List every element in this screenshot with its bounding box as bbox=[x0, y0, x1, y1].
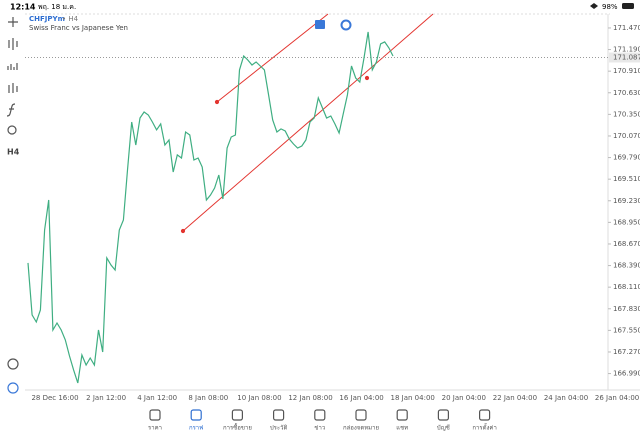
x-tick-label: 4 Jan 12:00 bbox=[137, 394, 177, 402]
tab-label[interactable]: บัญชี bbox=[437, 424, 450, 432]
tab-icon[interactable] bbox=[396, 409, 408, 421]
x-tick-label: 20 Jan 04:00 bbox=[442, 394, 486, 402]
y-tick-label: 167.550 bbox=[613, 326, 640, 334]
tab-label[interactable]: กล่องจดหมาย bbox=[343, 425, 379, 432]
left-toolbar bbox=[6, 17, 19, 394]
tab-icon[interactable] bbox=[149, 409, 161, 421]
tab-icon[interactable] bbox=[314, 409, 326, 421]
indicator-tool[interactable] bbox=[6, 103, 16, 117]
tab-label[interactable]: ประวัติ bbox=[270, 425, 288, 432]
volume-tool[interactable] bbox=[7, 63, 18, 70]
trend-lines bbox=[180, 13, 434, 234]
y-tick-label: 170.630 bbox=[613, 89, 640, 97]
bars-tool[interactable] bbox=[8, 83, 18, 93]
tab-icon[interactable] bbox=[355, 409, 367, 421]
tab-icon[interactable] bbox=[231, 409, 243, 421]
x-tick-label: 12 Jan 08:00 bbox=[288, 394, 332, 402]
x-tick-label: 26 Jan 04:00 bbox=[595, 394, 639, 402]
y-tick-label: 169.790 bbox=[613, 154, 640, 162]
subtitle: Swiss Franc vs Japanese Yen bbox=[29, 24, 128, 32]
y-tick-label: 169.510 bbox=[613, 175, 640, 183]
y-tick-label: 168.950 bbox=[613, 218, 640, 226]
tab-icon[interactable] bbox=[437, 409, 449, 421]
status-date: พฤ. 18 ม.ค. bbox=[38, 3, 76, 11]
status-time: 12:14 bbox=[10, 3, 36, 12]
y-tick-label: 168.390 bbox=[613, 262, 640, 270]
tab-label[interactable]: ข่าว bbox=[314, 425, 325, 432]
tab-icon[interactable] bbox=[273, 409, 285, 421]
tab-icon[interactable] bbox=[190, 409, 202, 421]
y-tick-label: 166.990 bbox=[613, 370, 640, 378]
trend-line bbox=[182, 13, 434, 232]
trade-tool[interactable] bbox=[7, 382, 19, 394]
objects-tool[interactable] bbox=[7, 125, 17, 135]
tab-label[interactable]: กราฟ bbox=[189, 425, 203, 432]
tab-label[interactable]: ราคา bbox=[148, 425, 162, 432]
y-tick-label: 171.190 bbox=[613, 46, 640, 54]
x-tick-label: 8 Jan 08:00 bbox=[188, 394, 228, 402]
x-tick-label: 22 Jan 04:00 bbox=[493, 394, 537, 402]
anchor bbox=[364, 75, 370, 81]
y-tick-label: 171.470 bbox=[613, 24, 640, 32]
sell-icon[interactable] bbox=[340, 19, 352, 31]
buy-icon[interactable] bbox=[315, 20, 325, 29]
x-tick-label: 18 Jan 04:00 bbox=[391, 394, 435, 402]
crosshair-tool[interactable] bbox=[8, 17, 18, 27]
x-tick-label: 28 Dec 16:00 bbox=[31, 394, 78, 402]
tab-label[interactable]: การซื้อขาย bbox=[223, 422, 252, 432]
y-tick-label: 167.270 bbox=[613, 348, 640, 356]
x-tick-label: 24 Jan 04:00 bbox=[544, 394, 588, 402]
battery-text: 98% bbox=[602, 3, 618, 11]
timeframe-button[interactable]: H4 bbox=[7, 148, 20, 157]
search-tool[interactable] bbox=[7, 358, 19, 370]
tab-icon[interactable] bbox=[479, 409, 491, 421]
y-tick-label: 170.350 bbox=[613, 110, 640, 118]
anchor bbox=[214, 99, 220, 105]
y-tick-label: 170.910 bbox=[613, 67, 640, 75]
x-tick-label: 10 Jan 08:00 bbox=[237, 394, 281, 402]
anchor bbox=[180, 228, 186, 234]
current-price-label: 171.087 bbox=[613, 54, 640, 62]
wifi-icon bbox=[590, 3, 598, 9]
symbol: CHFJPYm bbox=[29, 15, 65, 23]
y-tick-label: 168.110 bbox=[613, 283, 640, 291]
current-price-box bbox=[609, 52, 640, 63]
x-tick-label: 16 Jan 04:00 bbox=[339, 394, 383, 402]
y-tick-label: 169.230 bbox=[613, 197, 640, 205]
candle-tool[interactable] bbox=[8, 38, 18, 50]
y-tick-label: 167.830 bbox=[613, 305, 640, 313]
battery-icon bbox=[622, 3, 634, 9]
y-tick-label: 168.670 bbox=[613, 240, 640, 248]
y-tick-label: 170.070 bbox=[613, 132, 640, 140]
trend-line bbox=[216, 13, 329, 103]
tab-label[interactable]: การตั้งค่า bbox=[472, 422, 496, 432]
price-line bbox=[27, 31, 394, 384]
tab-label[interactable]: แชท bbox=[396, 425, 408, 432]
x-tick-label: 2 Jan 12:00 bbox=[86, 394, 126, 402]
period: • H4 bbox=[62, 15, 79, 23]
